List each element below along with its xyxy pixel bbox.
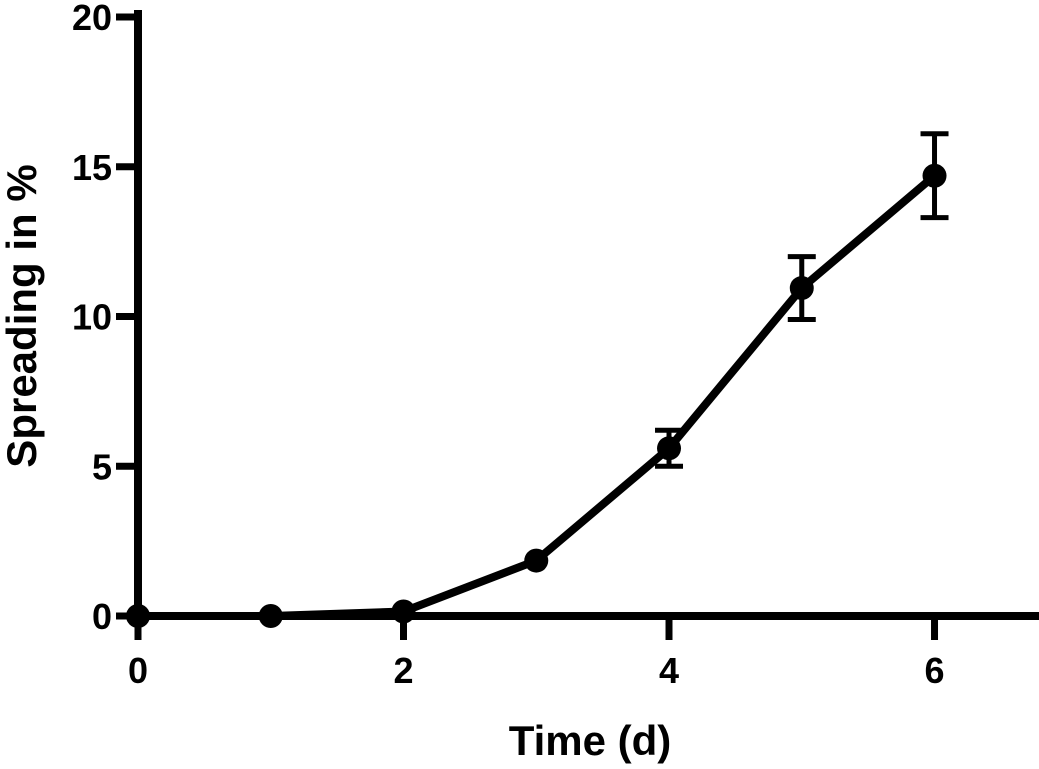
x-axis-title: Time (d) (509, 717, 672, 764)
data-point (524, 548, 549, 573)
data-point (258, 604, 283, 628)
x-tick-label: 4 (659, 650, 679, 691)
data-point (922, 163, 947, 188)
data-point (657, 436, 682, 461)
data-point (391, 599, 416, 624)
x-tick-label: 0 (128, 650, 148, 691)
series-layer (126, 131, 949, 628)
x-tick-label: 6 (925, 650, 945, 691)
y-tick-label: 5 (92, 446, 112, 487)
y-tick-label: 15 (72, 147, 112, 188)
y-tick-label: 0 (92, 596, 112, 637)
data-point (789, 276, 814, 301)
y-tick-label: 10 (72, 297, 112, 338)
x-ticks: 0 2 4 6 (128, 616, 945, 691)
x-tick-label: 2 (393, 650, 413, 691)
y-tick-label: 20 (72, 0, 112, 38)
y-axis-title: Spreading in % (0, 164, 45, 467)
axes (134, 10, 1039, 623)
y-ticks: 0 5 10 15 20 (72, 0, 138, 637)
data-point (126, 604, 150, 628)
